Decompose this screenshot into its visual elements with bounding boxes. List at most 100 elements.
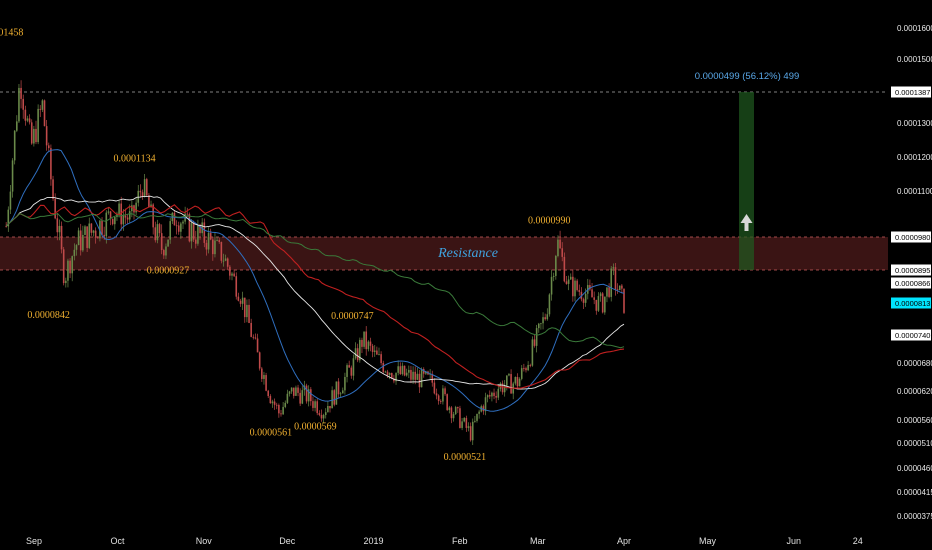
candle-body	[493, 392, 495, 396]
candle-body	[508, 374, 510, 376]
candle-body	[188, 214, 191, 242]
y-tick-label: 0.0001300	[897, 119, 932, 128]
candle-body	[233, 273, 235, 277]
candle-body	[305, 385, 308, 402]
candle-body	[295, 387, 297, 396]
candle-body	[224, 258, 227, 261]
candle-body	[329, 405, 331, 409]
candle-body	[552, 275, 555, 277]
candle-body	[52, 179, 54, 199]
candle-body	[150, 204, 152, 208]
candle-body	[595, 299, 598, 311]
candle-body	[444, 388, 446, 395]
candle-body	[537, 323, 540, 329]
candle-body	[205, 242, 208, 250]
candle-body	[514, 377, 517, 384]
candle-body	[395, 372, 397, 382]
candle-body	[382, 363, 385, 372]
candle-body	[220, 241, 223, 261]
candle-body	[118, 203, 120, 215]
candle-body	[282, 406, 284, 415]
candle-body	[531, 339, 534, 366]
candle-body	[591, 289, 593, 298]
candle-body	[420, 368, 423, 388]
candle-body	[128, 211, 131, 220]
candle-body	[299, 392, 301, 404]
candle-body	[156, 224, 159, 241]
candle-body	[226, 258, 229, 267]
candle-body	[384, 371, 387, 373]
candle-body	[412, 371, 414, 380]
x-tick-label: Nov	[196, 536, 213, 546]
candle-body	[425, 371, 427, 374]
candle-body	[623, 288, 625, 313]
candle-body	[352, 358, 355, 376]
candle-body	[84, 226, 86, 235]
candle-body	[320, 414, 323, 419]
resistance-zone-layer: Resistance	[0, 237, 888, 270]
candle-body	[380, 354, 382, 364]
candle-body	[561, 248, 564, 257]
candle-body	[584, 293, 587, 303]
y-tick-label: 0.0000460	[897, 464, 932, 473]
candle-body	[544, 317, 546, 320]
candle-body	[371, 345, 374, 352]
price-tag	[891, 277, 931, 289]
candle-body	[148, 195, 150, 208]
candle-body	[248, 304, 250, 323]
x-tick-label: Apr	[617, 536, 631, 546]
candle-body	[465, 417, 468, 428]
candle-body	[557, 239, 559, 257]
candle-body	[386, 371, 389, 376]
ma-line-blue	[5, 149, 625, 412]
candle-body	[301, 390, 304, 404]
candle-body	[237, 296, 240, 301]
candle-body	[344, 376, 346, 391]
moving-averages-layer	[5, 149, 625, 412]
x-tick-label: 2019	[364, 536, 384, 546]
candle-body	[612, 267, 615, 269]
candle-body	[58, 225, 61, 233]
candle-body	[60, 225, 63, 250]
candle-body	[448, 407, 451, 411]
candle-body	[410, 369, 412, 380]
candle-body	[388, 372, 391, 376]
candle-body	[5, 226, 7, 227]
candle-body	[567, 279, 570, 284]
candle-body	[16, 121, 18, 131]
price-tag-label: 0.0000813	[895, 299, 930, 308]
candle-body	[258, 352, 261, 369]
candle-body	[254, 337, 257, 339]
candle-body	[229, 266, 231, 276]
price-tag	[891, 264, 931, 276]
candle-body	[341, 390, 344, 394]
candle-body	[446, 394, 448, 411]
measure-range-box	[739, 92, 754, 270]
candle-body	[559, 239, 561, 249]
candle-body	[478, 411, 480, 414]
candle-body	[610, 268, 613, 297]
candle-body	[525, 368, 527, 371]
y-tick-label: 0.0000680	[897, 359, 932, 368]
resistance-label: Resistance	[437, 246, 498, 261]
candle-body	[510, 374, 512, 394]
candle-body	[77, 230, 80, 246]
candle-body	[497, 388, 500, 398]
candle-body	[405, 372, 408, 376]
candle-body	[288, 391, 291, 394]
candle-body	[275, 404, 278, 406]
candle-body	[67, 260, 69, 281]
candle-body	[442, 388, 444, 402]
candle-body	[324, 412, 327, 416]
candle-body	[469, 426, 472, 441]
candle-body	[45, 126, 48, 146]
price-tag-label: 0.0000866	[895, 279, 930, 288]
candle-body	[11, 160, 14, 192]
candle-body	[290, 387, 293, 392]
candle-body	[476, 413, 478, 421]
x-tick-label: May	[699, 536, 717, 546]
candle-body	[548, 294, 551, 315]
measure-tool-layer: 0.0000499 (56.12%) 499	[695, 71, 799, 270]
candle-body	[563, 256, 566, 282]
